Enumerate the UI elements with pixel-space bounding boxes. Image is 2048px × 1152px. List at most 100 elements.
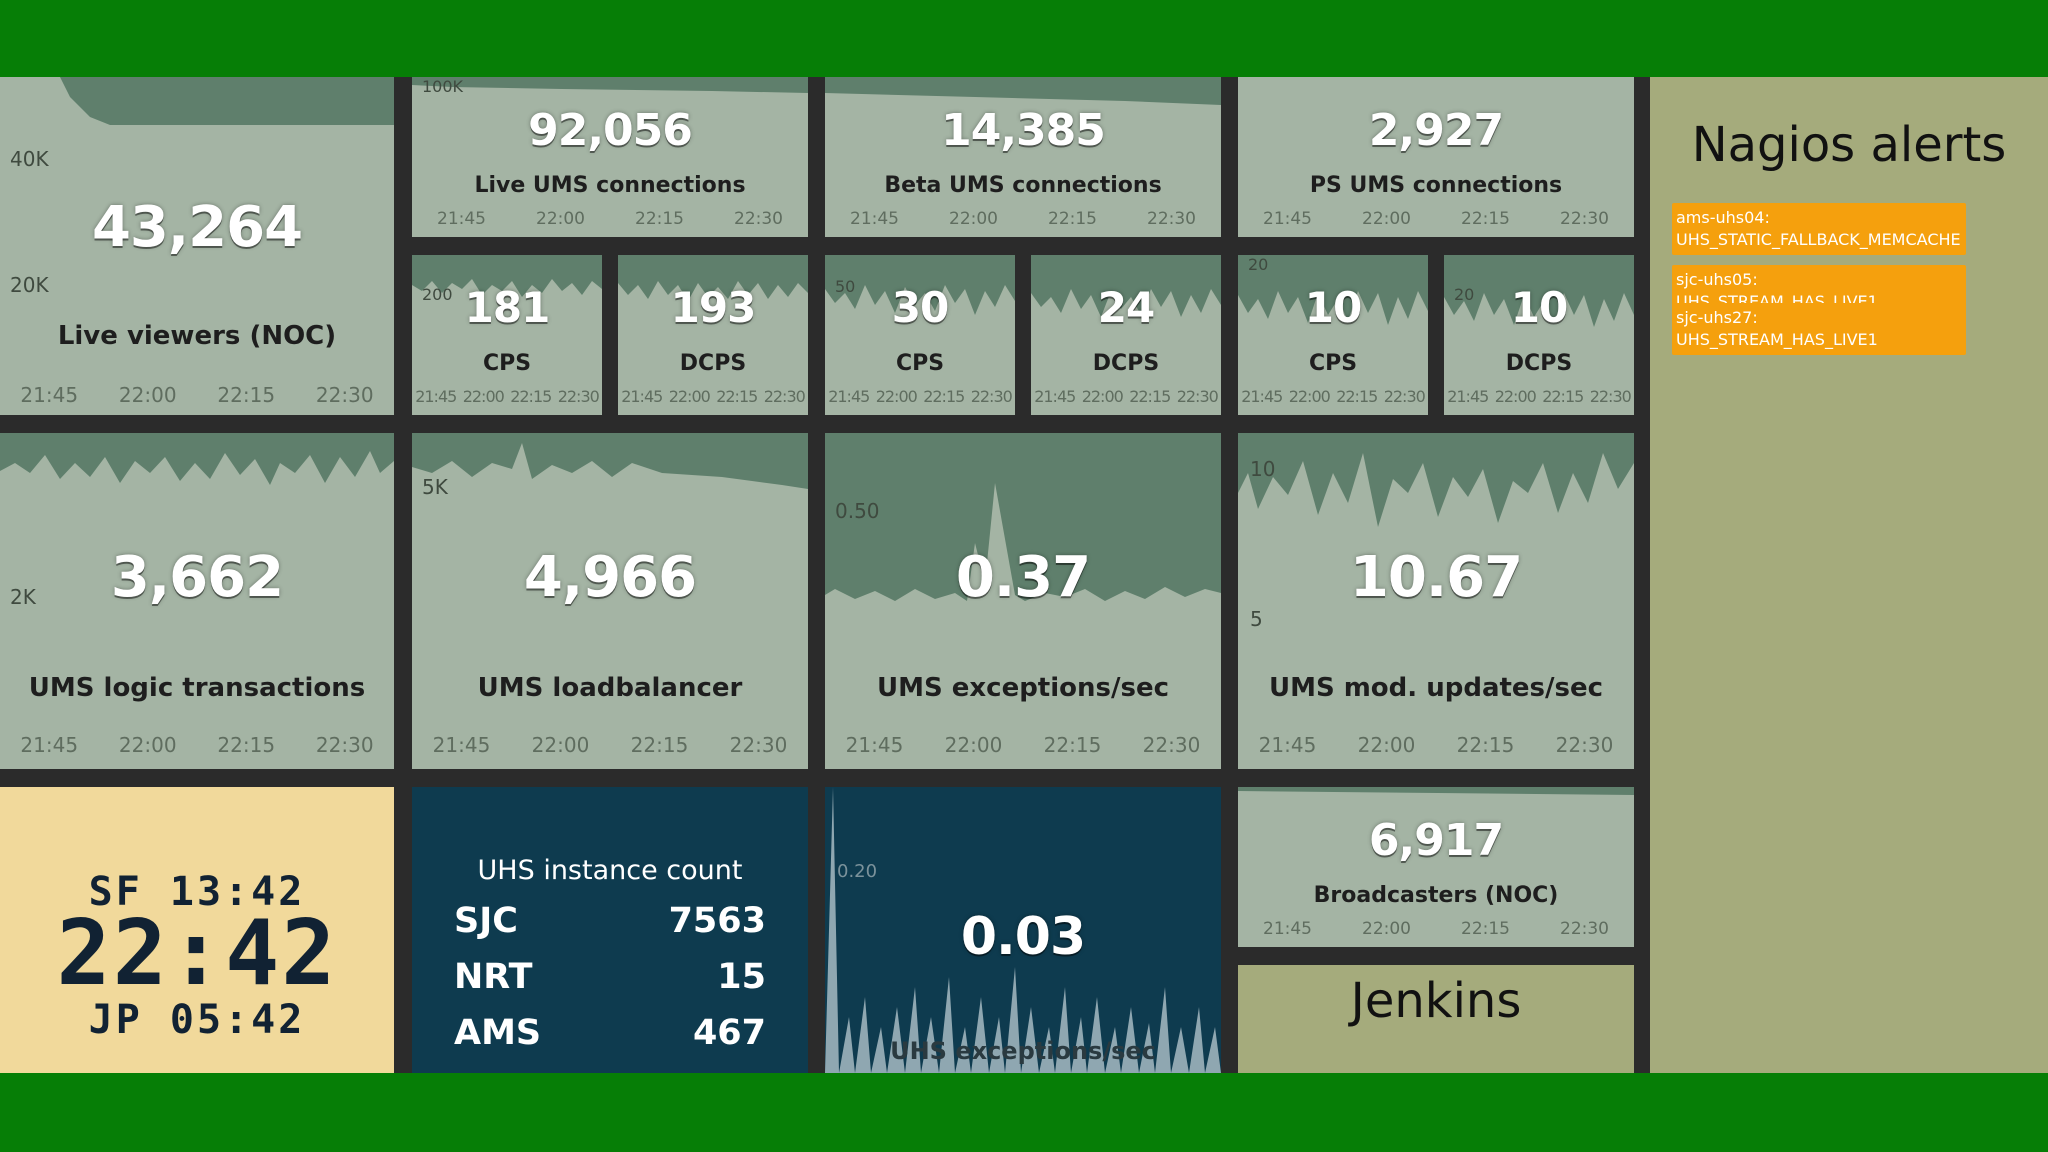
tick-label: 22:15 xyxy=(1048,209,1097,229)
tick-label: 22:15 xyxy=(1129,387,1171,406)
ums-logic-value: 3,662 xyxy=(110,545,284,610)
tick-label: 22:00 xyxy=(118,383,177,407)
tile-ums-loadbalancer[interactable]: 5K 4,966 UMS loadbalancer 21:45 22:00 22… xyxy=(412,433,808,769)
clock-main: 22:42 xyxy=(56,901,338,1006)
ums-exceptions-value: 0.37 xyxy=(955,545,1091,610)
tick-label: 21:45 xyxy=(1263,919,1312,939)
tile-broadcasters[interactable]: 6,917 Broadcasters (NOC) 21:45 22:00 22:… xyxy=(1238,787,1634,947)
uhs-row-name: AMS xyxy=(454,1013,542,1053)
jenkins-title: Jenkins xyxy=(1350,973,1522,1029)
uhs-row-count: 15 xyxy=(717,957,766,997)
tick-label: 22:00 xyxy=(1357,733,1416,757)
tick-label: 22:00 xyxy=(462,387,505,406)
tile-live-dcps[interactable]: 193 DCPS 21:45 22:00 22:15 22:30 xyxy=(618,255,808,415)
uhs-row-count: 467 xyxy=(692,1013,766,1053)
tick-label: 22:15 xyxy=(923,387,965,406)
clock-sf: SF 13:42 xyxy=(88,869,306,915)
uhs-row: SJC 7563 xyxy=(454,901,766,941)
tile-ums-exceptions[interactable]: 0.50 0.37 UMS exceptions/sec 21:45 22:00… xyxy=(825,433,1221,769)
y-mark: 2K xyxy=(10,585,36,609)
tick-label: 22:15 xyxy=(1043,733,1102,757)
ums-mod-value: 10.67 xyxy=(1349,545,1523,610)
tick-label: 22:30 xyxy=(1560,919,1609,939)
live-viewers-sparkline xyxy=(0,77,394,125)
tick-label: 22:30 xyxy=(315,733,374,757)
tile-ps-ums-connections[interactable]: 2,927 PS UMS connections 21:45 22:00 22:… xyxy=(1238,77,1634,237)
y-mark: 20K xyxy=(10,273,49,297)
y-mark: 100K xyxy=(422,77,464,96)
dcps-sparkline xyxy=(618,255,808,301)
tick-label: 21:45 xyxy=(850,209,899,229)
live-cps-value: 181 xyxy=(464,283,551,332)
jenkins-panel[interactable]: Jenkins xyxy=(1238,965,1634,1073)
time-axis: 21:45 22:00 22:15 22:30 xyxy=(825,733,1221,757)
tick-label: 22:30 xyxy=(729,733,788,757)
tick-label: 22:00 xyxy=(875,387,918,406)
uhs-row-name: SJC xyxy=(454,901,518,941)
tile-ps-cps[interactable]: 20 10 CPS 21:45 22:00 22:15 22:30 xyxy=(1238,255,1428,415)
ps-dcps-label: DCPS xyxy=(1505,351,1573,376)
ums-lb-sparkline xyxy=(412,433,808,489)
tick-label: 21:45 xyxy=(437,209,486,229)
live-ums-sparkline xyxy=(412,77,808,93)
y-mark: 5 xyxy=(1250,607,1263,631)
ums-exceptions-label: UMS exceptions/sec xyxy=(876,673,1170,703)
dcps-sparkline xyxy=(1031,255,1221,317)
tile-ums-logic-transactions[interactable]: 2K 3,662 UMS logic transactions 21:45 22… xyxy=(0,433,394,769)
clock-tile: SF 13:42 22:42 JP 05:42 xyxy=(0,787,394,1073)
tick-label: 21:45 xyxy=(20,733,79,757)
ps-ums-value: 2,927 xyxy=(1368,105,1504,156)
dcps-sparkline xyxy=(1444,255,1634,327)
tile-live-cps[interactable]: 200 181 CPS 21:45 22:00 22:15 22:30 xyxy=(412,255,602,415)
tick-label: 22:30 xyxy=(1147,209,1196,229)
ums-logic-sparkline xyxy=(0,433,394,485)
beta-ums-value: 14,385 xyxy=(941,105,1106,156)
tick-label: 22:00 xyxy=(118,733,177,757)
cps-sparkline xyxy=(825,255,1015,315)
tick-label: 22:15 xyxy=(1542,387,1584,406)
tick-label: 22:15 xyxy=(716,387,758,406)
nagios-alert[interactable]: ams-uhs04: UHS_STATIC_FALLBACK_MEMCACHE xyxy=(1672,203,1966,255)
clock-jp: JP 05:42 xyxy=(88,997,306,1043)
cps-sparkline xyxy=(1238,255,1428,325)
time-axis: 21:45 22:00 22:15 22:30 xyxy=(825,387,1015,406)
uhs-row: AMS 467 xyxy=(454,1013,766,1053)
tick-label: 22:15 xyxy=(217,733,276,757)
tick-label: 22:15 xyxy=(1461,209,1510,229)
tick-label: 22:30 xyxy=(557,387,600,406)
tick-label: 22:00 xyxy=(536,209,585,229)
tile-uhs-exceptions[interactable]: 0.20 0.03 UHS exceptions/sec xyxy=(825,787,1221,1073)
nagios-alert[interactable]: sjc-uhs27: UHS_STREAM_HAS_LIVE1 xyxy=(1672,303,1966,355)
tick-label: 21:45 xyxy=(1447,387,1489,406)
time-axis: 21:45 22:00 22:15 22:30 xyxy=(412,209,808,229)
tick-label: 22:00 xyxy=(531,733,590,757)
tick-label: 21:45 xyxy=(1263,209,1312,229)
live-ums-label: Live UMS connections xyxy=(474,173,746,198)
tile-ums-mod-updates[interactable]: 10 5 10.67 UMS mod. updates/sec 21:45 22… xyxy=(1238,433,1634,769)
live-viewers-label: Live viewers (NOC) xyxy=(57,321,337,351)
live-dcps-label: DCPS xyxy=(679,351,747,376)
tick-label: 21:45 xyxy=(20,383,79,407)
tick-label: 22:15 xyxy=(1461,919,1510,939)
tile-beta-dcps[interactable]: 24 DCPS 21:45 22:00 22:15 22:30 xyxy=(1031,255,1221,415)
tile-beta-ums-connections[interactable]: 14,385 Beta UMS connections 21:45 22:00 … xyxy=(825,77,1221,237)
uhs-row-count: 7563 xyxy=(668,901,766,941)
tile-beta-cps[interactable]: 50 30 CPS 21:45 22:00 22:15 22:30 xyxy=(825,255,1015,415)
tick-label: 22:15 xyxy=(510,387,552,406)
beta-ums-sparkline xyxy=(825,77,1221,105)
tile-ps-dcps[interactable]: 20 10 DCPS 21:45 22:00 22:15 22:30 xyxy=(1444,255,1634,415)
tick-label: 22:00 xyxy=(949,209,998,229)
beta-dcps-label: DCPS xyxy=(1092,351,1160,376)
tick-label: 21:45 xyxy=(432,733,491,757)
tick-label: 22:15 xyxy=(630,733,689,757)
tick-label: 22:15 xyxy=(217,383,276,407)
uhs-exceptions-label: UHS exceptions/sec xyxy=(890,1037,1156,1065)
tick-label: 22:30 xyxy=(734,209,783,229)
ums-exceptions-sparkline xyxy=(825,433,1221,601)
tile-live-viewers[interactable]: 40K 20K 43,264 Live viewers (NOC) 21:45 … xyxy=(0,77,394,415)
tick-label: 22:00 xyxy=(1288,387,1331,406)
tile-live-ums-connections[interactable]: 100K 92,056 Live UMS connections 21:45 2… xyxy=(412,77,808,237)
time-axis: 21:45 22:00 22:15 22:30 xyxy=(618,387,808,406)
ps-cps-label: CPS xyxy=(1308,351,1358,376)
tick-label: 21:45 xyxy=(621,387,663,406)
